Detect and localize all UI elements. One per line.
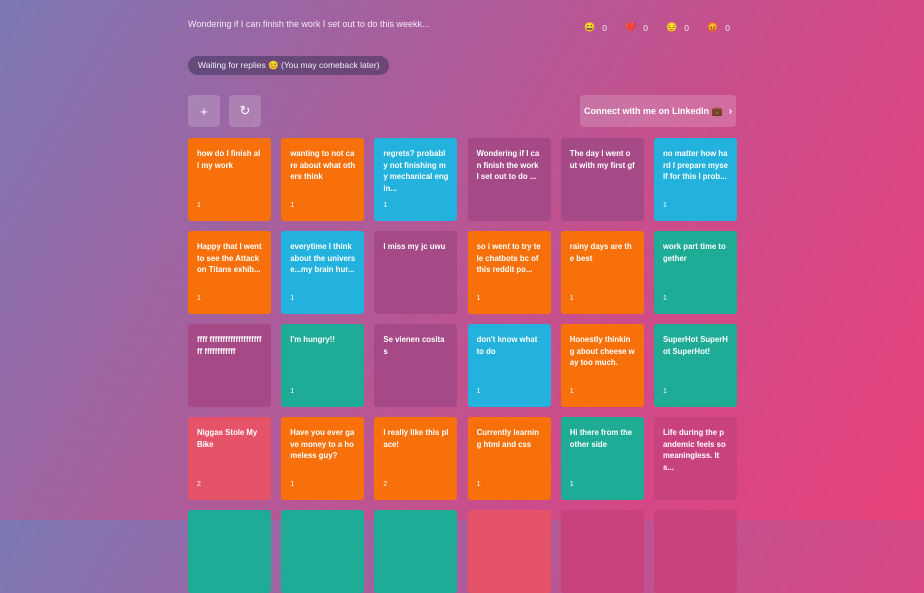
post-card-text: Currently learning html and css	[476, 428, 539, 449]
post-card[interactable]: how do I finish all my work 1	[188, 138, 271, 221]
post-card[interactable]: SuperHot SuperHot SuperHot! 1	[653, 324, 737, 407]
question-text: Wondering if I can finish the work I set…	[188, 19, 430, 29]
post-card[interactable]	[188, 510, 271, 593]
post-card-count: 1	[383, 201, 388, 209]
reaction-sad[interactable]: 😔 0	[666, 22, 707, 33]
post-card-count: 1	[290, 480, 295, 488]
post-card[interactable]	[560, 510, 644, 593]
post-card-text: work part time together	[662, 242, 726, 263]
post-card-text: Se vienen cositas	[383, 335, 445, 356]
post-card-count: 1	[290, 387, 295, 395]
post-card-count: 1	[476, 387, 481, 395]
post-card[interactable]: Life during the pandemic feels so meanin…	[653, 417, 737, 500]
post-card-count: 1	[290, 201, 295, 209]
reaction-heart[interactable]: ❤️ 0	[625, 22, 666, 33]
post-card-count: 1	[197, 294, 201, 302]
reaction-grin[interactable]: 😄 0	[584, 22, 625, 33]
card-grid: how do I finish all my work 1 wanting to n…	[188, 138, 737, 593]
sad-emoji-icon: 😔	[666, 22, 678, 32]
post-card-count: 1	[662, 294, 667, 302]
add-button[interactable]: +	[188, 95, 220, 127]
post-card-text: rainy days are the best	[569, 242, 632, 263]
post-card[interactable]: Have you ever gave money to a homeless g…	[281, 417, 365, 500]
post-card[interactable]: Currently learning html and css 1	[467, 417, 551, 500]
post-card-text: I miss my jc uwu	[383, 242, 446, 251]
post-card-count: 1	[197, 201, 201, 209]
post-card[interactable]: ffff ffffffffffffffffffffff ffffffffffff	[188, 324, 271, 407]
post-card-text: Happy that I went to see the Attack on T…	[197, 242, 262, 274]
post-card[interactable]	[281, 510, 365, 593]
post-card[interactable]: I'm hungry!! 1	[281, 324, 365, 407]
reaction-count: 0	[602, 22, 607, 33]
angry-emoji-icon: 😡	[707, 22, 719, 32]
reaction-angry[interactable]: 😡 0	[707, 22, 748, 33]
post-card-text: no matter how hard I prepare myself for …	[662, 149, 728, 181]
post-card-count: 1	[476, 294, 481, 302]
post-card[interactable]: rainy days are the best 1	[560, 231, 644, 314]
grin-emoji-icon: 😄	[584, 22, 596, 32]
post-card-text: I really like this place!	[383, 428, 449, 449]
post-card-text: don't know what to do	[476, 335, 538, 356]
post-card[interactable]	[374, 510, 458, 593]
post-card-count: 2	[197, 480, 201, 488]
post-card[interactable]: Se vienen cositas	[374, 324, 458, 407]
post-card-count: 1	[290, 294, 295, 302]
post-card-text: The day I went out with my first gf	[569, 149, 635, 170]
reaction-count: 0	[684, 22, 689, 33]
post-card-count: 1	[662, 387, 667, 395]
connect-label: Connect with me on LinkedIn 💼	[583, 105, 723, 116]
post-card[interactable]: wanting to not care about what others th…	[281, 138, 365, 221]
post-card-text: Life during the pandemic feels so meanin…	[662, 428, 726, 472]
post-card-text: Wondering if I can finish the work I set…	[476, 149, 540, 181]
post-card[interactable]: don't know what to do 1	[467, 324, 551, 407]
post-card-count: 1	[569, 294, 574, 302]
post-card[interactable]: Hi there from the other side 1	[560, 417, 644, 500]
post-card-count: 1	[569, 480, 574, 488]
heart-icon: ❤️	[625, 22, 637, 32]
post-card-text: how do I finish all my work	[197, 149, 261, 170]
post-card[interactable]: no matter how hard I prepare myself for …	[653, 138, 737, 221]
post-card-text: ffff ffffffffffffffffffffff ffffffffffff	[197, 335, 262, 356]
reaction-count: 0	[725, 22, 730, 33]
post-card[interactable]: Honestly thinking about cheese way too m…	[560, 324, 644, 407]
post-card[interactable]: Happy that I went to see the Attack on T…	[188, 231, 271, 314]
post-card[interactable]	[467, 510, 551, 593]
post-card-text: so i went to try tele chatbots bc of thi…	[476, 242, 541, 274]
post-card[interactable]: I really like this place! 2	[374, 417, 458, 500]
post-card[interactable]: everytime I think about the universe...m…	[281, 231, 365, 314]
post-card-text: wanting to not care about what others th…	[290, 149, 356, 181]
post-card[interactable]: so i went to try tele chatbots bc of thi…	[467, 231, 551, 314]
post-card-count: 1	[662, 201, 667, 209]
post-card-text: Honestly thinking about cheese way too m…	[569, 335, 635, 367]
post-card[interactable]: Niggas Stole My Bike 2	[188, 417, 271, 500]
post-card[interactable]: work part time together 1	[653, 231, 737, 314]
post-card-text: I'm hungry!!	[290, 335, 335, 344]
post-card[interactable]	[653, 510, 737, 593]
refresh-button[interactable]: ↻	[229, 95, 261, 127]
post-card-text: Niggas Stole My Bike	[197, 428, 258, 449]
waiting-status-badge: Waiting for replies 😊 (You may comeback …	[188, 56, 390, 75]
post-card-text: Have you ever gave money to a homeless g…	[290, 428, 355, 460]
post-card-count: 1	[569, 387, 574, 395]
chevron-right-icon: ›	[728, 105, 733, 117]
post-card-text: Hi there from the other side	[569, 428, 633, 449]
post-card[interactable]: regrets? probably not finishing my mecha…	[374, 138, 458, 221]
connect-linkedin-button[interactable]: Connect with me on LinkedIn 💼 ›	[580, 95, 736, 127]
refresh-icon: ↻	[239, 103, 251, 118]
reaction-count: 0	[643, 22, 648, 33]
post-card-count: 2	[383, 480, 388, 488]
reactions-bar: 😄 0 ❤️ 0 😔 0 😡 0	[584, 22, 748, 33]
post-card[interactable]: The day I went out with my first gf	[560, 138, 644, 221]
post-card[interactable]: I miss my jc uwu	[374, 231, 458, 314]
post-card-text: everytime I think about the universe...m…	[290, 242, 356, 274]
plus-icon: +	[200, 103, 208, 119]
post-card-text: regrets? probably not finishing my mecha…	[383, 149, 449, 193]
post-card-text: SuperHot SuperHot SuperHot!	[662, 335, 728, 356]
post-card[interactable]: Wondering if I can finish the work I set…	[467, 138, 551, 221]
post-card-count: 1	[476, 480, 481, 488]
